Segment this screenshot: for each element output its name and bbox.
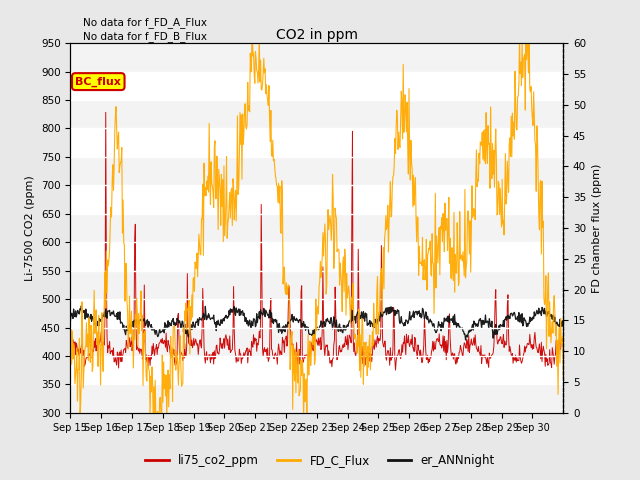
Bar [70,271,563,299]
Y-axis label: FD chamber flux (ppm): FD chamber flux (ppm) [592,163,602,293]
Y-axis label: Li-7500 CO2 (ppm): Li-7500 CO2 (ppm) [26,175,35,281]
Bar [70,214,563,242]
Bar [70,100,563,129]
Bar [70,384,563,413]
Legend: li75_co2_ppm, FD_C_Flux, er_ANNnight: li75_co2_ppm, FD_C_Flux, er_ANNnight [140,449,500,472]
Bar [70,327,563,356]
Text: No data for f_FD_A_Flux: No data for f_FD_A_Flux [83,17,207,28]
Text: No data for f_FD_B_Flux: No data for f_FD_B_Flux [83,31,207,42]
Bar [70,43,563,72]
Text: BC_flux: BC_flux [76,76,121,87]
Bar [70,157,563,185]
Title: CO2 in ppm: CO2 in ppm [276,28,358,42]
